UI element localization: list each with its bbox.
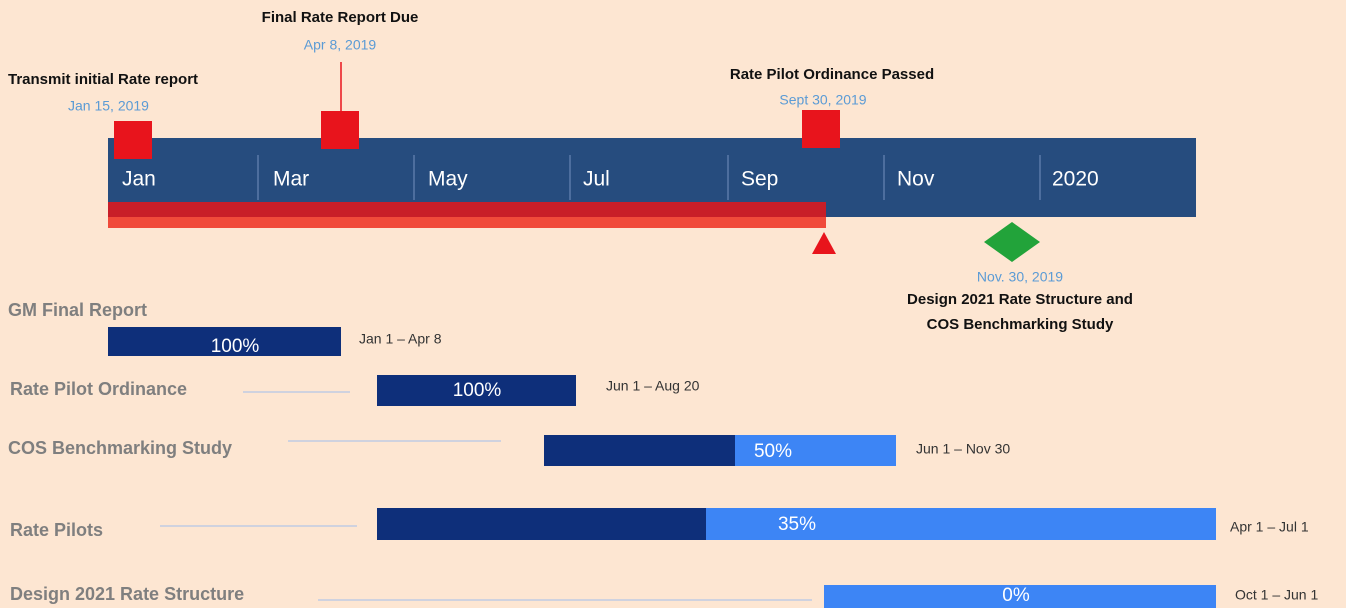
task-bar-done [544, 435, 735, 466]
task-progress: 0% [1002, 585, 1030, 606]
milestone-date: Sept 30, 2019 [779, 92, 866, 108]
today-marker [812, 232, 836, 254]
task-range: Jun 1 – Nov 30 [916, 441, 1010, 457]
task-name: COS Benchmarking Study [8, 438, 232, 458]
milestone-date: Jan 15, 2019 [68, 98, 149, 114]
milestone-diamond [984, 222, 1040, 262]
task-range: Jun 1 – Aug 20 [606, 378, 700, 394]
task-range: Apr 1 – Jul 1 [1230, 519, 1309, 535]
milestone-date: Apr 8, 2019 [304, 37, 377, 53]
month-label: 2020 [1052, 168, 1099, 191]
milestone-date: Nov. 30, 2019 [977, 269, 1063, 285]
task-range: Oct 1 – Jun 1 [1235, 587, 1318, 603]
milestone-title: Transmit initial Rate report [8, 71, 198, 88]
milestone-title: Rate Pilot Ordinance Passed [730, 66, 934, 83]
task-name: GM Final Report [8, 300, 147, 320]
task-progress: 50% [754, 441, 792, 462]
task-bar-done [377, 508, 706, 540]
month-label: Nov [897, 168, 935, 191]
month-label: May [428, 168, 468, 191]
dividers [257, 155, 1041, 200]
progress-bar [108, 202, 826, 217]
task-range: Jan 1 – Apr 8 [359, 331, 442, 347]
task-name: Design 2021 Rate Structure [10, 584, 244, 604]
task-bar-remaining [735, 435, 896, 466]
progress-bar [108, 217, 826, 228]
month-label: Jul [583, 168, 610, 191]
task-bar [377, 375, 576, 406]
milestone-title: COS Benchmarking Study [927, 316, 1114, 333]
task-progress: 100% [211, 336, 260, 357]
task-progress: 35% [778, 514, 816, 535]
milestone-title: Design 2021 Rate Structure and [907, 291, 1133, 308]
month-label: Jan [122, 168, 156, 191]
task-bar-remaining [706, 508, 1216, 540]
milestone-title: Final Rate Report Due [262, 9, 419, 26]
task-bar-remaining [824, 585, 1216, 608]
month-label: Sep [741, 168, 778, 191]
task-name: Rate Pilot Ordinance [10, 379, 187, 399]
task-progress: 100% [453, 380, 502, 401]
task-name: Rate Pilots [10, 520, 103, 540]
milestone [321, 111, 359, 149]
month-label: Mar [273, 168, 309, 191]
milestone [114, 121, 152, 159]
milestone [802, 110, 840, 148]
task-bar [108, 327, 341, 356]
